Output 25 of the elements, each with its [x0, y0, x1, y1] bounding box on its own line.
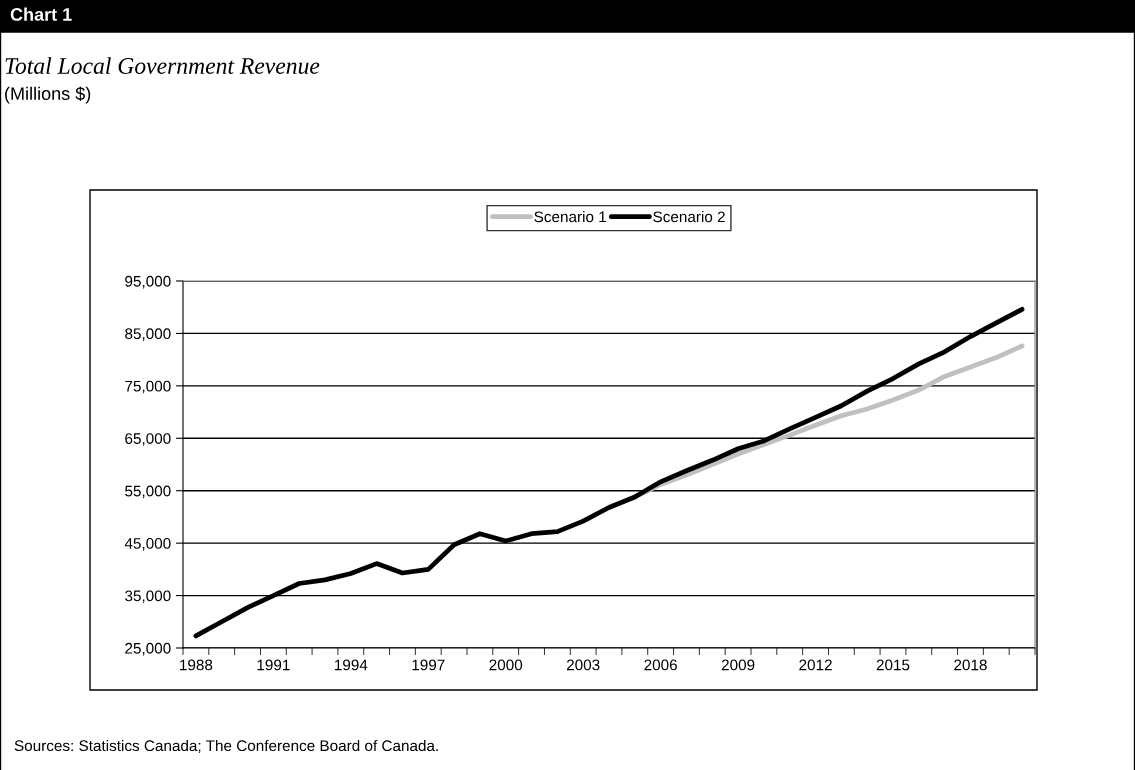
y-tick-label: 65,000 [125, 433, 171, 446]
y-tick-label: 35,000 [125, 590, 171, 604]
chart-subtitle: Total Local Government Revenue [5, 57, 320, 74]
legend-label: Scenario 1 [534, 210, 606, 223]
x-tick-label: 1991 [257, 659, 290, 671]
x-tick-label: 2018 [954, 659, 987, 671]
x-tick-label: 2015 [876, 659, 910, 671]
x-tick-label: 2012 [799, 659, 832, 671]
x-tick-label: 1988 [180, 659, 213, 671]
x-tick-label: 1994 [334, 659, 368, 671]
chart-title: Chart 1 [10, 7, 72, 21]
y-tick-label: 95,000 [125, 275, 171, 289]
y-tick-label: 55,000 [125, 485, 171, 499]
x-tick-label: 2009 [721, 659, 755, 671]
y-tick-label: 75,000 [125, 380, 171, 394]
source-note: Sources: Statistics Canada; The Conference Board of Canada. [14, 739, 438, 753]
x-tick-label: 2006 [644, 659, 677, 671]
y-tick-label: 25,000 [125, 642, 171, 656]
y-tick-label: 45,000 [124, 538, 171, 551]
y-tick-label: 85,000 [125, 328, 171, 341]
x-tick-label: 1997 [412, 659, 445, 671]
text: (Millions $) [5, 86, 91, 104]
legend-label: Scenario 2 [653, 210, 725, 223]
x-tick-label: 2003 [566, 659, 600, 671]
x-tick-label: 2000 [489, 659, 523, 671]
